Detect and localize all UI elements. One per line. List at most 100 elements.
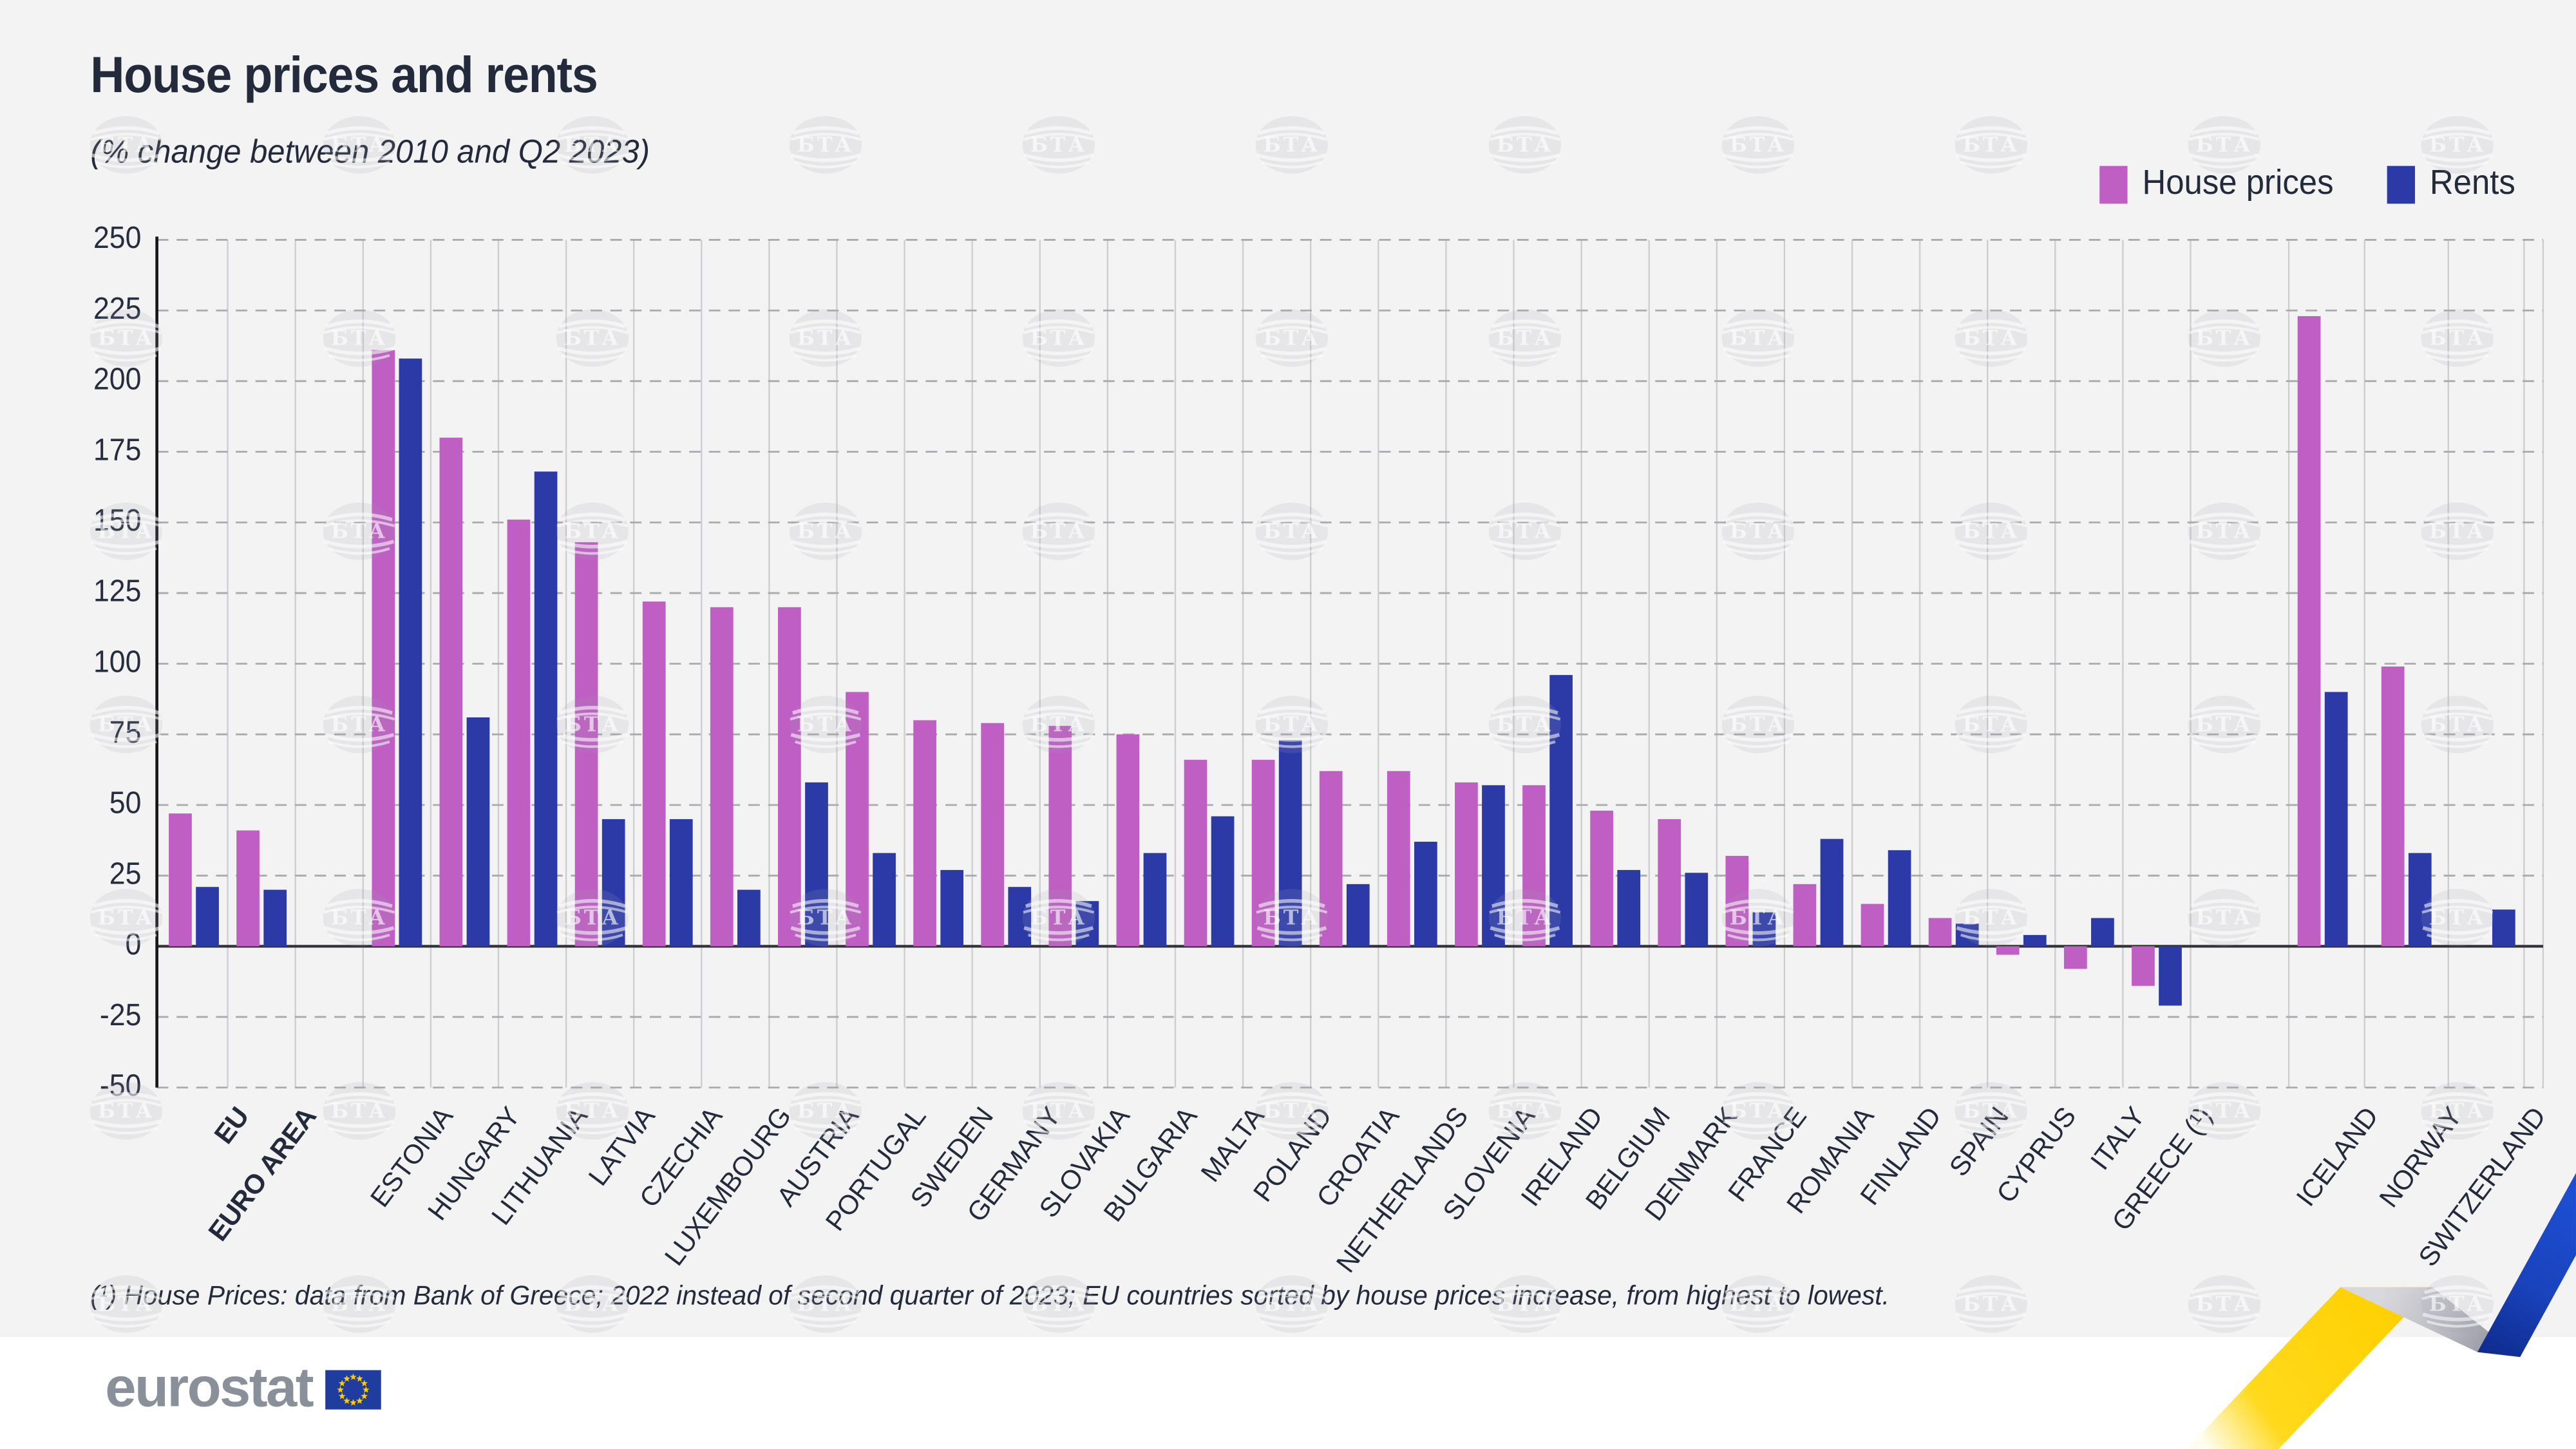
svg-text:БТА: БТА bbox=[1497, 1099, 1553, 1123]
bta-watermark-icon: БТА bbox=[1255, 309, 1328, 367]
bar-rents-czechia bbox=[669, 819, 693, 947]
svg-text:БТА: БТА bbox=[1264, 712, 1320, 737]
house-prices-label: House prices bbox=[2142, 164, 2334, 202]
bottom-white-band bbox=[0, 1337, 2576, 1449]
svg-text:БТА: БТА bbox=[331, 519, 388, 544]
svg-text:БТА: БТА bbox=[564, 326, 621, 350]
y-tick-25: 25 bbox=[109, 857, 142, 893]
bar-house-prices-ireland bbox=[1522, 785, 1546, 947]
bar-rents-croatia bbox=[1346, 884, 1370, 947]
bar-house-prices-malta bbox=[1184, 759, 1208, 947]
svg-text:БТА: БТА bbox=[98, 133, 155, 157]
svg-text:БТА: БТА bbox=[1730, 133, 1786, 157]
bta-watermark-icon: БТА bbox=[2421, 116, 2494, 174]
svg-text:БТА: БТА bbox=[98, 326, 155, 350]
bar-rents-slovenia bbox=[1482, 785, 1505, 947]
svg-text:БТА: БТА bbox=[797, 1292, 854, 1316]
bar-rents-ireland bbox=[1549, 675, 1573, 947]
bta-watermark-icon: БТА bbox=[1255, 1275, 1328, 1333]
bta-watermark-icon: БТА bbox=[2421, 1082, 2494, 1140]
bta-watermark-icon: БТА bbox=[2421, 889, 2494, 947]
bta-watermark-icon: БТА bbox=[1721, 696, 1794, 753]
bta-watermark-icon: БТА bbox=[323, 116, 396, 174]
svg-text:БТА: БТА bbox=[2196, 133, 2253, 157]
svg-text:БТА: БТА bbox=[1030, 326, 1087, 350]
bta-watermark-icon: БТА bbox=[2188, 1275, 2260, 1333]
y-tick-175: 175 bbox=[93, 433, 142, 469]
bar-house-prices-iceland bbox=[2297, 316, 2321, 947]
footnote: (¹) House Prices: data from Bank of Gree… bbox=[90, 1281, 1889, 1311]
bar-house-prices-austria bbox=[778, 607, 801, 947]
svg-text:БТА: БТА bbox=[1264, 1292, 1320, 1316]
bta-watermark-icon: БТА bbox=[1721, 889, 1794, 947]
bta-watermark-icon: БТА bbox=[90, 502, 163, 560]
eu-flag-star bbox=[339, 1392, 346, 1399]
legend-item-house-prices: House prices bbox=[2099, 164, 2344, 204]
svg-text:БТА: БТА bbox=[1264, 326, 1320, 350]
svg-text:БТА: БТА bbox=[1730, 326, 1786, 350]
svg-text:БТА: БТА bbox=[1497, 1292, 1553, 1316]
bta-watermark-icon: БТА bbox=[1255, 889, 1328, 947]
bar-rents-estonia bbox=[399, 358, 422, 947]
eu-flag-star bbox=[356, 1396, 364, 1403]
bar-rents-luxembourg bbox=[737, 889, 761, 947]
svg-text:БТА: БТА bbox=[2196, 712, 2253, 737]
svg-text:БТА: БТА bbox=[331, 326, 388, 350]
svg-text:БТА: БТА bbox=[98, 712, 155, 737]
chart-subtitle: (% change between 2010 and Q2 2023) bbox=[90, 135, 650, 171]
bta-watermark-icon: БТА bbox=[323, 889, 396, 947]
svg-text:БТА: БТА bbox=[1963, 1099, 2020, 1123]
svg-text:БТА: БТА bbox=[2196, 519, 2253, 544]
bar-rents-finland bbox=[1888, 850, 1911, 947]
bar-rents-cyprus bbox=[2023, 934, 2047, 947]
house-prices-swatch bbox=[2099, 165, 2128, 204]
bta-watermark-icon: БТА bbox=[323, 309, 396, 367]
bta-watermark-icon: БТА bbox=[2421, 1275, 2494, 1333]
svg-text:БТА: БТА bbox=[564, 519, 621, 544]
bta-watermark-icon: БТА bbox=[789, 502, 862, 560]
eu-flag-star bbox=[356, 1374, 364, 1381]
bar-house-prices-belgium bbox=[1590, 810, 1613, 947]
svg-text:БТА: БТА bbox=[1264, 905, 1320, 930]
svg-text:БТА: БТА bbox=[2196, 1099, 2253, 1123]
svg-text:БТА: БТА bbox=[2196, 1292, 2253, 1316]
bar-house-prices-poland bbox=[1251, 759, 1275, 947]
eu-flag-star bbox=[343, 1396, 351, 1403]
svg-text:БТА: БТА bbox=[2196, 326, 2253, 350]
svg-text:БТА: БТА bbox=[797, 712, 854, 737]
svg-text:БТА: БТА bbox=[2429, 1099, 2486, 1123]
bta-watermark-icon: БТА bbox=[90, 309, 163, 367]
bta-watermark-icon: БТА bbox=[1255, 116, 1328, 174]
bar-house-prices-slovakia bbox=[1048, 726, 1072, 947]
svg-text:БТА: БТА bbox=[564, 712, 621, 737]
bta-watermark-icon: БТА bbox=[1022, 1275, 1095, 1333]
svg-text:БТА: БТА bbox=[564, 133, 621, 157]
bta-watermark-icon: БТА bbox=[1488, 1275, 1561, 1333]
bar-rents-romania bbox=[1820, 838, 1844, 947]
bar-house-prices-croatia bbox=[1319, 771, 1343, 947]
svg-text:БТА: БТА bbox=[1497, 519, 1553, 544]
bta-watermark-icon: БТА bbox=[1955, 116, 2027, 174]
bta-watermark-icon: БТА bbox=[1022, 116, 1095, 174]
bta-watermark-icon: БТА bbox=[1488, 116, 1561, 174]
eu-flag-star bbox=[339, 1379, 346, 1386]
bta-watermark-icon: БТА bbox=[2421, 696, 2494, 753]
y-tick-200: 200 bbox=[93, 363, 142, 398]
bta-watermark-icon: БТА bbox=[2188, 116, 2260, 174]
bar-house-prices-denmark bbox=[1658, 819, 1681, 947]
svg-text:БТА: БТА bbox=[1963, 1292, 2020, 1316]
bta-watermark-icon: БТА bbox=[789, 309, 862, 367]
bta-watermark-icon: БТА bbox=[556, 309, 629, 367]
svg-text:БТА: БТА bbox=[797, 133, 854, 157]
bta-watermark-icon: БТА bbox=[1022, 1082, 1095, 1140]
bta-watermark-icon: БТА bbox=[1255, 502, 1328, 560]
svg-text:БТА: БТА bbox=[797, 519, 854, 544]
bar-house-prices-greece- bbox=[2132, 946, 2155, 986]
bar-house-prices-slovenia bbox=[1455, 782, 1478, 947]
svg-text:БТА: БТА bbox=[1963, 519, 2020, 544]
bar-rents-latvia bbox=[601, 819, 625, 947]
bar-rents-eu bbox=[196, 887, 219, 947]
svg-text:БТА: БТА bbox=[1497, 712, 1553, 737]
svg-text:БТА: БТА bbox=[1030, 905, 1087, 930]
